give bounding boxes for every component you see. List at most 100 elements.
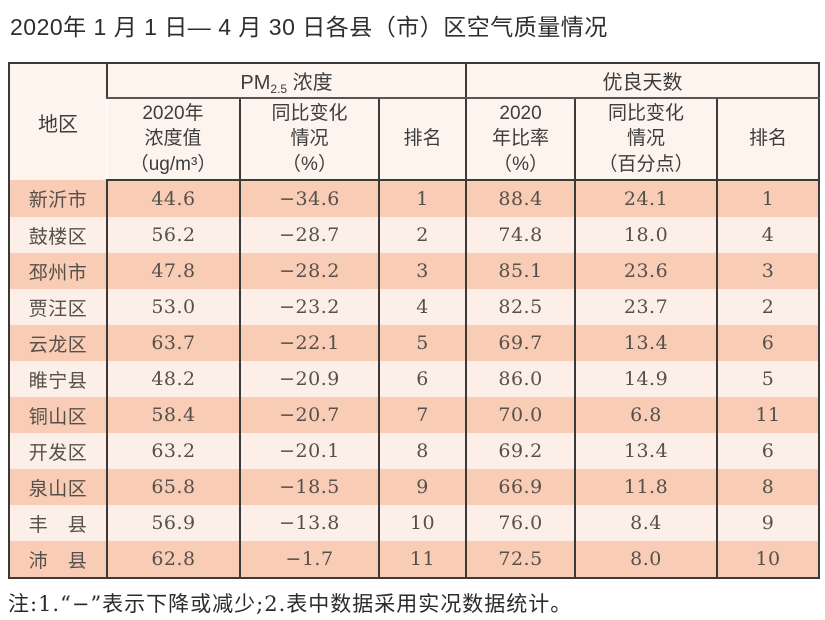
cell-pm-value: 44.6 xyxy=(106,180,240,217)
table-row: 云龙区 63.7 −22.1 5 69.7 13.4 6 xyxy=(9,325,820,361)
cell-pm-value: 58.4 xyxy=(106,397,240,433)
cell-pm-rank: 7 xyxy=(377,397,467,433)
cell-pm-change: −20.1 xyxy=(239,433,379,469)
cell-good-change: 13.4 xyxy=(574,325,718,361)
header-good-days-group: 优良天数 xyxy=(465,63,820,99)
pm25-label-suffix: 浓度 xyxy=(287,72,333,94)
cell-pm-rank: 5 xyxy=(377,325,467,361)
cell-good-rank: 5 xyxy=(716,361,820,397)
cell-good-ratio: 69.2 xyxy=(465,433,576,469)
cell-pm-change: −34.6 xyxy=(239,180,379,217)
cell-pm-rank: 8 xyxy=(377,433,467,469)
cell-pm-value: 63.7 xyxy=(106,325,240,361)
cell-pm-value: 63.2 xyxy=(106,433,240,469)
cell-good-ratio: 74.8 xyxy=(465,217,576,253)
pm25-label-subscript: 2.5 xyxy=(270,82,288,96)
table-row: 沛 县 62.8 −1.7 11 72.5 8.0 10 xyxy=(9,541,820,578)
cell-pm-rank: 1 xyxy=(377,180,467,217)
cell-pm-change: −28.2 xyxy=(239,253,379,289)
header-pm-rank: 排名 xyxy=(377,98,467,181)
cell-pm-change: −23.2 xyxy=(239,289,379,325)
header-pm25-group: PM2.5 浓度 xyxy=(105,63,467,99)
pm25-label-prefix: PM xyxy=(240,72,271,94)
header-good-rank: 排名 xyxy=(716,98,820,181)
cell-good-change: 13.4 xyxy=(574,433,718,469)
header-pm-change: 同比变化 情况 （%） xyxy=(239,98,379,181)
table-row: 丰 县 56.9 −13.8 10 76.0 8.4 9 xyxy=(9,505,820,541)
cell-good-ratio: 85.1 xyxy=(465,253,576,289)
table-row: 新沂市 44.6 −34.6 1 88.4 24.1 1 xyxy=(9,180,820,217)
cell-good-ratio: 88.4 xyxy=(465,180,576,217)
cell-good-ratio: 72.5 xyxy=(465,541,576,578)
cell-pm-rank: 4 xyxy=(377,289,467,325)
cell-good-change: 8.4 xyxy=(574,505,718,541)
air-quality-table: 地区 PM2.5 浓度 优良天数 2020年 浓度值 （ug/m³） 同比变化 … xyxy=(8,62,821,579)
cell-good-rank: 1 xyxy=(716,180,820,217)
cell-good-ratio: 86.0 xyxy=(465,361,576,397)
cell-good-rank: 8 xyxy=(716,469,820,505)
page-title: 2020年 1 月 1 日— 4 月 30 日各县（市）区空气质量情况 xyxy=(10,14,608,40)
cell-good-ratio: 66.9 xyxy=(465,469,576,505)
cell-good-ratio: 70.0 xyxy=(465,397,576,433)
cell-good-change: 11.8 xyxy=(574,469,718,505)
cell-good-rank: 9 xyxy=(716,505,820,541)
cell-pm-rank: 9 xyxy=(377,469,467,505)
table-row: 睢宁县 48.2 −20.9 6 86.0 14.9 5 xyxy=(9,361,820,397)
cell-pm-change: −13.8 xyxy=(239,505,379,541)
cell-pm-rank: 3 xyxy=(377,253,467,289)
cell-good-change: 14.9 xyxy=(574,361,718,397)
cell-region: 开发区 xyxy=(28,441,88,464)
table-row: 泉山区 65.8 −18.5 9 66.9 11.8 8 xyxy=(9,469,820,505)
cell-region: 鼓楼区 xyxy=(28,225,88,248)
table-row: 贾汪区 53.0 −23.2 4 82.5 23.7 2 xyxy=(9,289,820,325)
cell-pm-rank: 6 xyxy=(377,361,467,397)
cell-pm-change: −18.5 xyxy=(239,469,379,505)
cell-good-change: 23.6 xyxy=(574,253,718,289)
header-good-change: 同比变化 情况 （百分点） xyxy=(574,98,718,181)
cell-pm-value: 47.8 xyxy=(106,253,240,289)
table-header: 地区 PM2.5 浓度 优良天数 2020年 浓度值 （ug/m³） 同比变化 … xyxy=(9,63,820,181)
cell-good-change: 18.0 xyxy=(574,217,718,253)
cell-good-change: 8.0 xyxy=(574,541,718,578)
cell-good-rank: 6 xyxy=(716,325,820,361)
cell-region: 泉山区 xyxy=(28,477,88,500)
cell-good-change: 6.8 xyxy=(574,397,718,433)
header-pm-value: 2020年 浓度值 （ug/m³） xyxy=(107,98,240,181)
cell-pm-rank: 2 xyxy=(377,217,467,253)
sub-header-row: 2020年 浓度值 （ug/m³） 同比变化 情况 （%） 排名 2020 年比… xyxy=(9,98,820,181)
cell-good-rank: 6 xyxy=(716,433,820,469)
table-row: 开发区 63.2 −20.1 8 69.2 13.4 6 xyxy=(9,433,820,469)
cell-good-rank: 2 xyxy=(716,289,820,325)
cell-region: 丰 县 xyxy=(28,513,88,536)
cell-region: 沛 县 xyxy=(28,549,88,572)
header-region: 地区 xyxy=(9,63,107,180)
cell-good-rank: 10 xyxy=(716,541,820,578)
cell-pm-value: 53.0 xyxy=(106,289,240,325)
cell-good-rank: 11 xyxy=(716,397,820,433)
table-row: 鼓楼区 56.2 −28.7 2 74.8 18.0 4 xyxy=(9,217,820,253)
cell-good-change: 23.7 xyxy=(574,289,718,325)
table-row: 邳州市 47.8 −28.2 3 85.1 23.6 3 xyxy=(9,253,820,289)
cell-region: 贾汪区 xyxy=(28,297,88,320)
cell-good-rank: 3 xyxy=(716,253,820,289)
cell-pm-value: 48.2 xyxy=(106,361,240,397)
cell-pm-change: −20.9 xyxy=(239,361,379,397)
cell-region: 邳州市 xyxy=(28,261,88,284)
header-good-ratio: 2020 年比率 （%） xyxy=(465,98,576,181)
table-row: 铜山区 58.4 −20.7 7 70.0 6.8 11 xyxy=(9,397,820,433)
cell-pm-value: 62.8 xyxy=(106,541,240,578)
cell-good-ratio: 76.0 xyxy=(465,505,576,541)
cell-good-ratio: 69.7 xyxy=(465,325,576,361)
cell-pm-rank: 11 xyxy=(377,541,467,578)
table-body: 新沂市 44.6 −34.6 1 88.4 24.1 1 鼓楼区 56.2 −2… xyxy=(9,180,820,578)
cell-region: 云龙区 xyxy=(28,333,88,356)
cell-pm-change: −20.7 xyxy=(239,397,379,433)
cell-good-ratio: 82.5 xyxy=(465,289,576,325)
footnote: 注:1.“−”表示下降或减少;2.表中数据采用实况数据统计。 xyxy=(8,592,573,616)
cell-pm-change: −28.7 xyxy=(239,217,379,253)
cell-pm-value: 65.8 xyxy=(106,469,240,505)
cell-pm-rank: 10 xyxy=(377,505,467,541)
cell-pm-change: −1.7 xyxy=(239,541,379,578)
cell-pm-change: −22.1 xyxy=(239,325,379,361)
